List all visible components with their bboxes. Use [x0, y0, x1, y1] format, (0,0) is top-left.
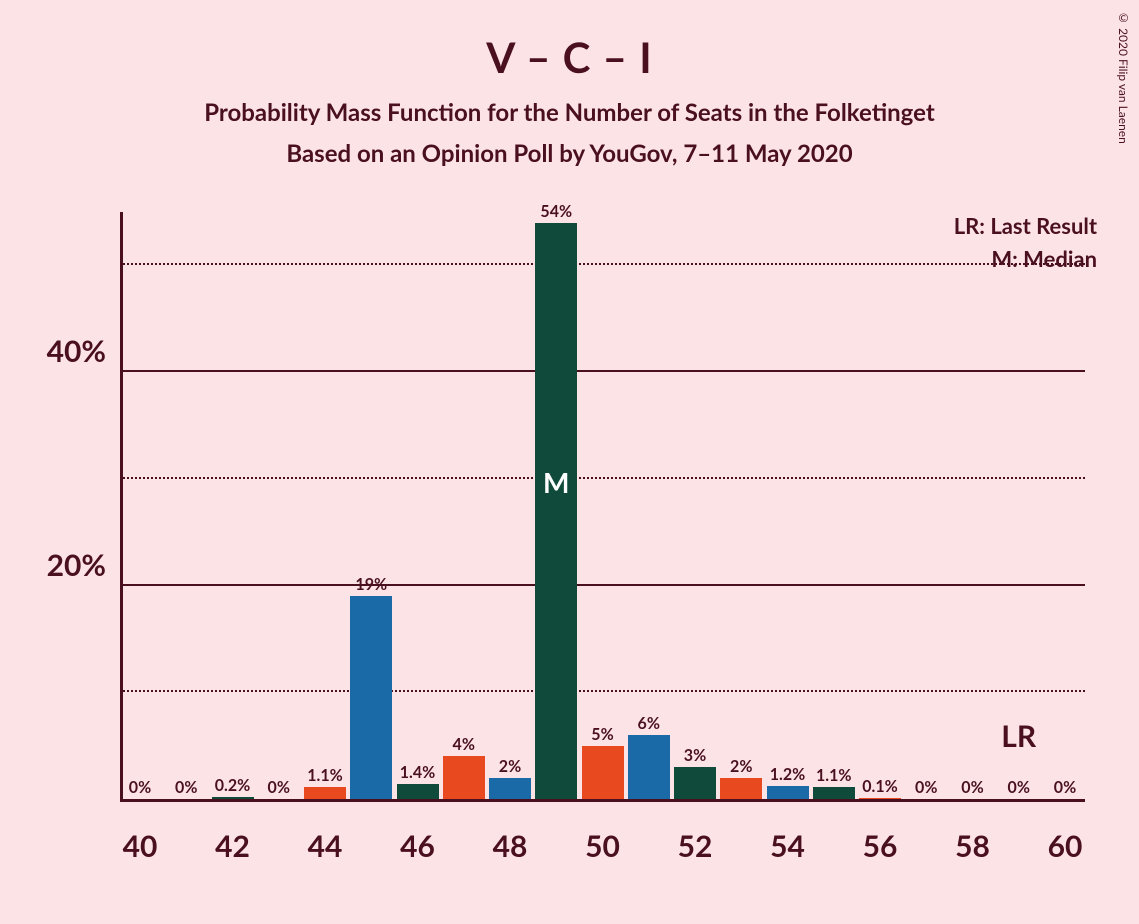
bar-value-label: 5%: [591, 725, 613, 744]
bar: 1.1%: [813, 787, 855, 799]
x-tick-label: 50: [585, 828, 620, 864]
x-tick-label: 44: [308, 828, 343, 864]
bar-value-label: 1.4%: [400, 763, 435, 782]
median-marker: M: [543, 465, 569, 499]
bar-value-label: 0%: [961, 778, 983, 797]
x-tick-label: 54: [770, 828, 805, 864]
bar-value-label: 1.1%: [816, 766, 851, 785]
bar-value-label: 6%: [638, 714, 660, 733]
x-tick-label: 52: [678, 828, 713, 864]
bar: 2%: [720, 778, 762, 799]
bar-value-label: 4%: [453, 735, 475, 754]
bar: 0.2%: [212, 797, 254, 799]
copyright-text: © 2020 Filip van Laenen: [1116, 10, 1131, 144]
bar-value-label: 0%: [268, 778, 290, 797]
y-axis-label: 40%: [47, 333, 106, 369]
x-tick-label: 40: [123, 828, 158, 864]
chart-subtitle-1: Probability Mass Function for the Number…: [0, 98, 1139, 127]
bar-value-label: 0%: [1008, 778, 1030, 797]
bar: 2%: [489, 778, 531, 799]
bar-value-label: 2%: [499, 757, 521, 776]
plot-area: 0%0%0.2%0%1.1%19%1.4%4%2%54%M5%6%3%2%1.2…: [120, 212, 1085, 802]
x-tick-label: 60: [1048, 828, 1083, 864]
x-tick-label: 42: [215, 828, 250, 864]
bar-value-label: 0.2%: [215, 776, 250, 795]
x-tick-label: 58: [955, 828, 990, 864]
x-axis: [120, 799, 1085, 802]
bar: 19%: [350, 596, 392, 799]
bars-container: 0%0%0.2%0%1.1%19%1.4%4%2%54%M5%6%3%2%1.2…: [120, 212, 1085, 799]
chart-title: V – C – I: [0, 0, 1139, 82]
bar: 3%: [674, 767, 716, 799]
chart-subtitle-2: Based on an Opinion Poll by YouGov, 7–11…: [0, 139, 1139, 168]
bar: 1.1%: [304, 787, 346, 799]
bar: 54%M: [535, 223, 577, 799]
lr-marker: LR: [1001, 718, 1036, 754]
x-tick-label: 46: [400, 828, 435, 864]
bar-value-label: 19%: [355, 575, 387, 594]
x-tick-label: 48: [493, 828, 528, 864]
bar: 0.1%: [859, 798, 901, 799]
bar-value-label: 0%: [129, 778, 151, 797]
y-axis-label: 20%: [47, 547, 106, 583]
bar: 5%: [582, 746, 624, 799]
bar-value-label: 0.1%: [862, 777, 897, 796]
bar-value-label: 3%: [684, 746, 706, 765]
bar-value-label: 2%: [730, 757, 752, 776]
bar: 6%: [628, 735, 670, 799]
bar-value-label: 0%: [1054, 778, 1076, 797]
bar: 1.4%: [397, 784, 439, 799]
bar-value-label: 1.1%: [307, 766, 342, 785]
bar-value-label: 1.2%: [770, 765, 805, 784]
bar-value-label: 54%: [540, 202, 572, 221]
bar-value-label: 0%: [915, 778, 937, 797]
bar-value-label: 0%: [175, 778, 197, 797]
bar: 1.2%: [767, 786, 809, 799]
x-tick-label: 56: [863, 828, 898, 864]
bar: 4%: [443, 756, 485, 799]
